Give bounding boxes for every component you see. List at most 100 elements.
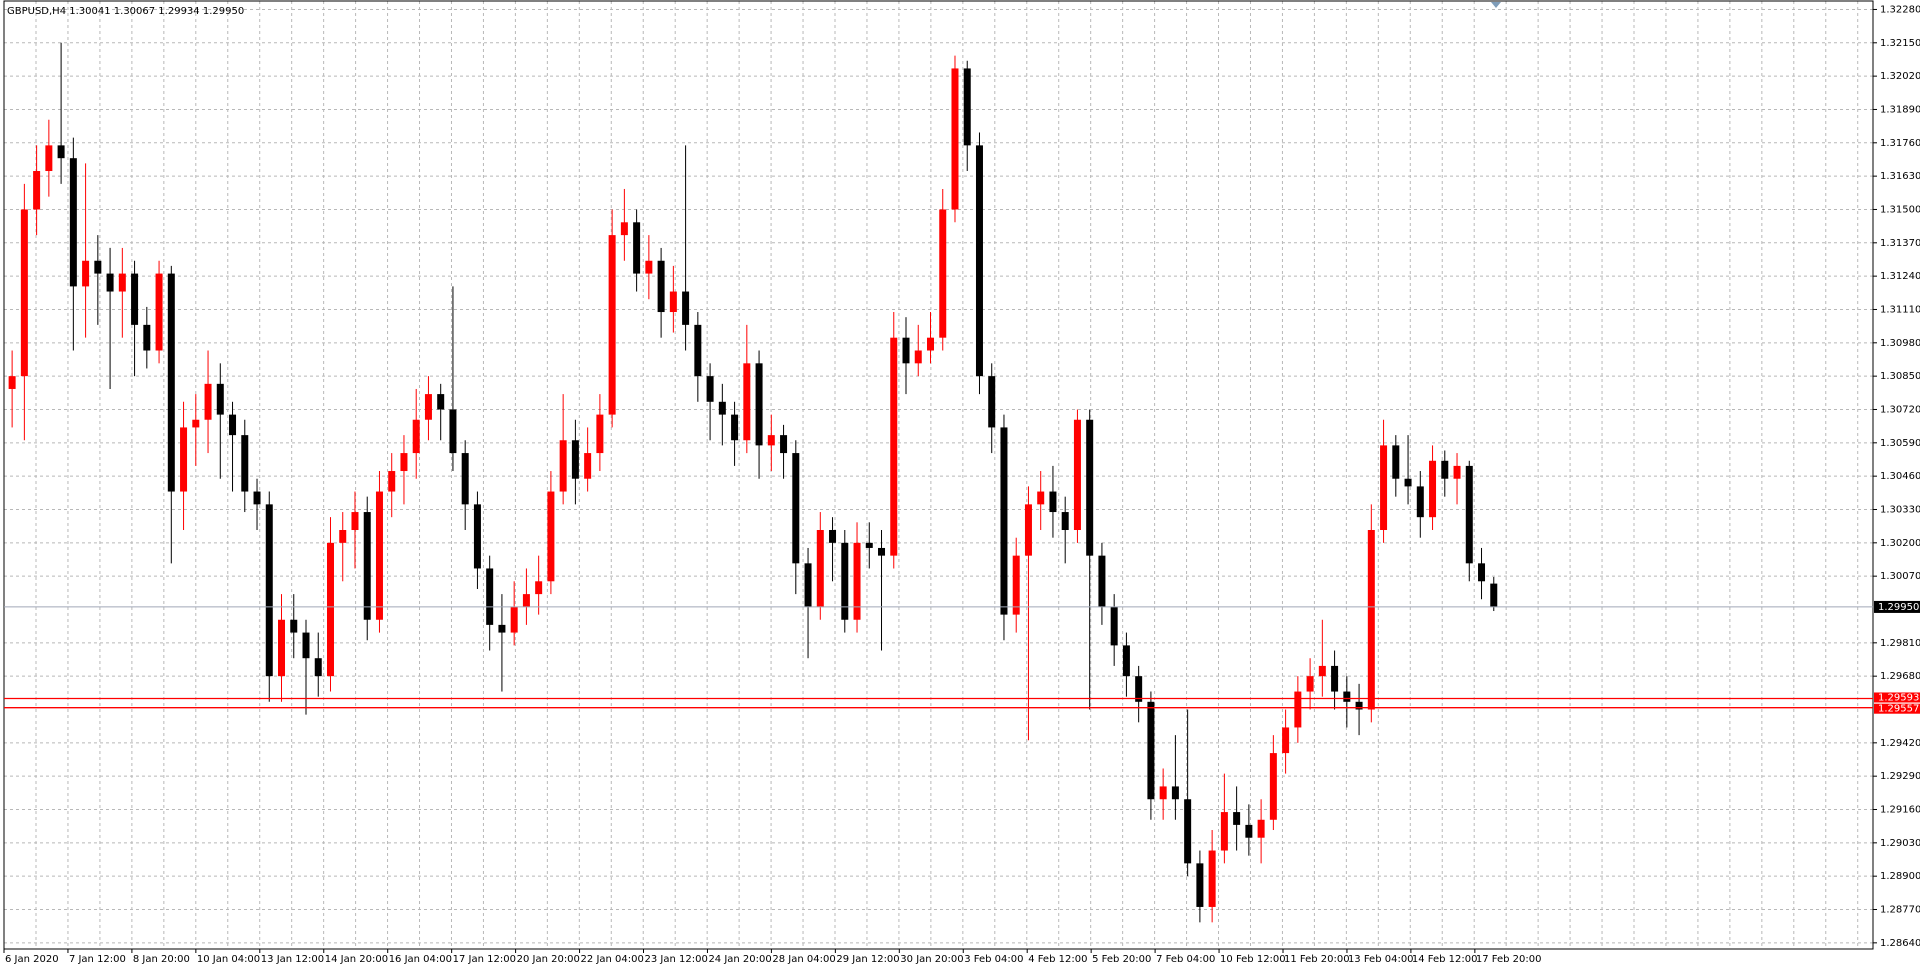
candle-body [1073, 419, 1081, 531]
x-tick-label: 16 Jan 04:00 [389, 954, 452, 965]
candle-body [1122, 645, 1130, 677]
candle-body [412, 419, 420, 454]
candle-body [278, 619, 286, 677]
y-tick-label: 1.32150 [1880, 38, 1920, 49]
candle-body [1098, 555, 1106, 607]
candle-body [339, 530, 347, 543]
candle-body [216, 383, 224, 415]
x-tick-label: 13 Jan 12:00 [261, 954, 324, 965]
candle-body [1257, 819, 1265, 838]
y-tick-label: 1.32280 [1880, 4, 1920, 15]
candle-body [731, 414, 739, 441]
candle-body [718, 401, 726, 415]
y-tick-label: 1.31110 [1880, 304, 1920, 315]
level-label: 1.29557 [1878, 704, 1919, 715]
candle-body [1086, 419, 1094, 556]
candle-body [424, 394, 432, 420]
candle-body [1196, 863, 1204, 907]
candle-body [841, 542, 849, 620]
x-tick-label: 24 Jan 20:00 [708, 954, 771, 965]
x-tick-label: 11 Feb 20:00 [1284, 954, 1350, 965]
candle-body [265, 504, 273, 677]
candle-body [437, 394, 445, 410]
candle-body [547, 491, 555, 582]
chart-shift-marker [1491, 2, 1501, 8]
y-tick-label: 1.30200 [1880, 538, 1920, 549]
candle-body [1024, 504, 1032, 556]
y-tick-label: 1.28640 [1880, 938, 1920, 949]
x-tick-label: 3 Feb 04:00 [964, 954, 1023, 965]
y-tick-label: 1.30460 [1880, 471, 1920, 482]
candle-body [290, 619, 298, 633]
x-tick-label: 22 Jan 04:00 [581, 954, 644, 965]
candle-body [1220, 812, 1228, 851]
candle-body [596, 414, 604, 454]
candle-body [1110, 606, 1118, 646]
y-tick-label: 1.28770 [1880, 905, 1920, 916]
candle-body [1061, 512, 1069, 531]
candle-body [1429, 460, 1437, 518]
candle-body [559, 440, 567, 492]
candle-body [180, 427, 188, 492]
candle-body [1441, 460, 1449, 479]
x-tick-label: 10 Feb 12:00 [1220, 954, 1286, 965]
candle-body [975, 145, 983, 377]
candle-body [865, 542, 873, 548]
candle-body [204, 383, 212, 420]
candle-body [20, 209, 28, 377]
x-tick-label: 7 Jan 12:00 [69, 954, 126, 965]
candle-body [657, 260, 665, 313]
x-tick-label: 6 Jan 2020 [5, 954, 59, 965]
y-tick-label: 1.29160 [1880, 805, 1920, 816]
candle-body [400, 453, 408, 472]
candle-body [1159, 786, 1167, 800]
candle-body [1147, 701, 1155, 800]
y-tick-label: 1.31500 [1880, 204, 1920, 215]
x-tick-label: 10 Jan 04:00 [197, 954, 260, 965]
candle-body [57, 145, 65, 159]
candle-body [1331, 665, 1339, 692]
candle-body [939, 209, 947, 338]
candle-body [8, 376, 16, 389]
candle-body [804, 563, 812, 607]
candle-body [1184, 799, 1192, 864]
y-tick-label: 1.29030 [1880, 838, 1920, 849]
candle-body [767, 435, 775, 446]
candle-body [1367, 530, 1375, 710]
candle-body [743, 363, 751, 441]
y-tick-label: 1.29680 [1880, 671, 1920, 682]
candle-body [951, 68, 959, 210]
grid [4, 1, 1873, 949]
candle-body [1282, 727, 1290, 754]
candle-body [167, 273, 175, 492]
candle-body [535, 581, 543, 595]
candle-body [1453, 465, 1461, 479]
current-price-label: 1.29950 [1878, 602, 1919, 613]
candle-body [1171, 786, 1179, 800]
candle-body [1049, 491, 1057, 513]
y-tick-label: 1.30720 [1880, 404, 1920, 415]
candle-body [1392, 445, 1400, 479]
y-tick-label: 1.30330 [1880, 504, 1920, 515]
candle-body [1208, 850, 1216, 907]
y-tick-label: 1.31630 [1880, 171, 1920, 182]
candle-body [645, 260, 653, 274]
y-tick-label: 1.30590 [1880, 438, 1920, 449]
candle-body [363, 512, 371, 620]
y-tick-label: 1.29810 [1880, 638, 1920, 649]
candle-body [1245, 824, 1253, 838]
candle-body [192, 419, 200, 428]
candle-body [1380, 445, 1388, 531]
candle-body [131, 273, 139, 325]
x-tick-label: 29 Jan 12:00 [836, 954, 899, 965]
x-tick-label: 8 Jan 20:00 [133, 954, 190, 965]
candle-body [314, 658, 322, 677]
y-tick-label: 1.30980 [1880, 338, 1920, 349]
candle-body [914, 350, 922, 364]
y-tick-label: 1.31370 [1880, 238, 1920, 249]
candle-body [988, 376, 996, 428]
candle-body [302, 632, 310, 659]
candle-body [1465, 465, 1473, 564]
